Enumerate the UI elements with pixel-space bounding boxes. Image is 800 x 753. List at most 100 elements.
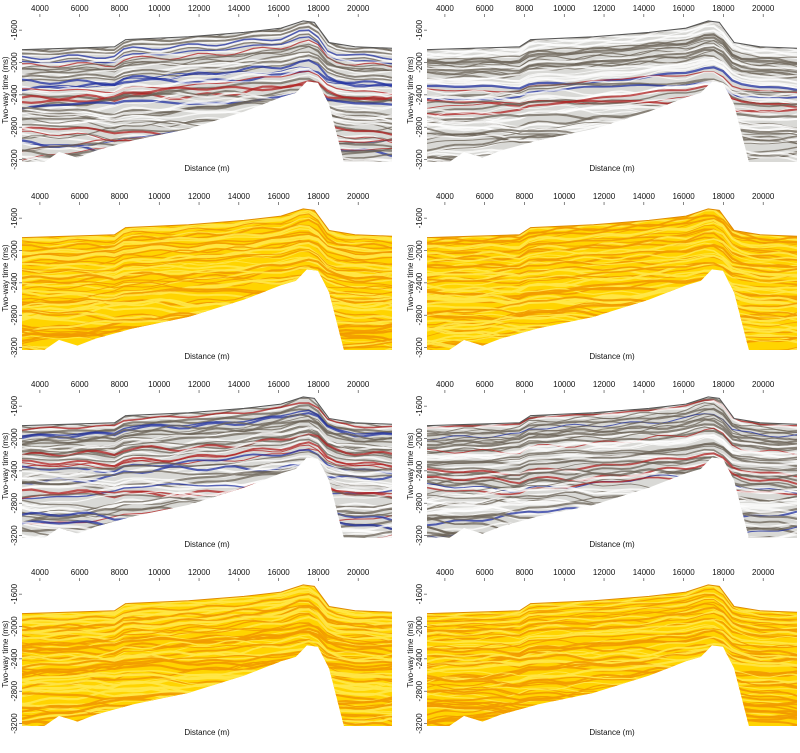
x-tick-label: 16000 xyxy=(267,192,290,201)
panel: 4000 6000 8000 10000 12000 14000 16000 18000 200… xyxy=(1,380,393,549)
x-tick-label: 20000 xyxy=(752,192,775,201)
x-tick-label: 4000 xyxy=(31,4,49,13)
x-tick-label: 18000 xyxy=(712,380,735,389)
section-top xyxy=(426,584,798,615)
y-tick-label: -2800 xyxy=(415,304,424,325)
y-tick-label: -2000 xyxy=(10,52,19,73)
y-tick-label: -2800 xyxy=(10,116,19,137)
section-top xyxy=(426,20,798,51)
x-tick-label: 18000 xyxy=(307,568,330,577)
x-tick-label: 16000 xyxy=(267,568,290,577)
y-tick-label: -2400 xyxy=(10,84,19,105)
x-tick-label: 14000 xyxy=(228,192,251,201)
x-axis-label: Distance (m) xyxy=(184,352,230,361)
y-tick-label: -2400 xyxy=(415,272,424,293)
y-tick-label: -2800 xyxy=(10,492,19,513)
x-tick-label: 14000 xyxy=(633,192,656,201)
y-axis-label: Two-way time (ms) xyxy=(1,244,10,311)
y-tick-label: -2000 xyxy=(10,240,19,261)
y-tick-label: -2000 xyxy=(10,616,19,637)
x-tick-label: 8000 xyxy=(111,380,129,389)
y-tick-label: -3200 xyxy=(415,337,424,358)
x-tick-label: 8000 xyxy=(516,4,534,13)
x-tick-label: 8000 xyxy=(111,4,129,13)
y-tick-label: -2400 xyxy=(415,84,424,105)
panel: 4000 6000 8000 10000 12000 14000 16000 18000 200… xyxy=(406,4,798,173)
x-axis-label: Distance (m) xyxy=(589,540,635,549)
x-tick-label: 8000 xyxy=(516,192,534,201)
x-axis-label: Distance (m) xyxy=(589,352,635,361)
x-tick-label: 20000 xyxy=(752,380,775,389)
y-tick-label: -1600 xyxy=(415,395,424,416)
y-tick-label: -1600 xyxy=(415,583,424,604)
x-tick-label: 10000 xyxy=(148,192,171,201)
x-tick-label: 20000 xyxy=(752,4,775,13)
x-tick-label: 10000 xyxy=(553,380,576,389)
x-tick-label: 8000 xyxy=(516,380,534,389)
panel: 4000 6000 8000 10000 12000 14000 16000 18000 200… xyxy=(1,192,393,361)
x-tick-label: 4000 xyxy=(436,4,454,13)
x-tick-label: 4000 xyxy=(31,568,49,577)
x-tick-label: 16000 xyxy=(267,380,290,389)
y-tick-label: -3200 xyxy=(10,525,19,546)
x-tick-label: 20000 xyxy=(347,568,370,577)
y-axis-label: Two-way time (ms) xyxy=(1,432,10,499)
x-tick-label: 4000 xyxy=(31,192,49,201)
section-top xyxy=(21,396,393,427)
y-tick-label: -2800 xyxy=(415,680,424,701)
section-top xyxy=(21,20,393,51)
x-tick-label: 6000 xyxy=(476,380,494,389)
y-tick-label: -1600 xyxy=(10,583,19,604)
panel: 4000 6000 8000 10000 12000 14000 16000 18000 200… xyxy=(1,4,393,173)
x-tick-label: 16000 xyxy=(672,192,695,201)
y-axis-label: Two-way time (ms) xyxy=(1,56,10,123)
x-tick-label: 4000 xyxy=(436,192,454,201)
x-tick-label: 12000 xyxy=(188,380,211,389)
section-top xyxy=(21,584,393,615)
y-tick-label: -2800 xyxy=(10,680,19,701)
x-axis-label: Distance (m) xyxy=(184,164,230,173)
x-tick-label: 14000 xyxy=(228,380,251,389)
y-tick-label: -2400 xyxy=(415,648,424,669)
x-axis-label: Distance (m) xyxy=(184,728,230,737)
x-tick-label: 20000 xyxy=(347,4,370,13)
x-tick-label: 12000 xyxy=(593,192,616,201)
x-tick-label: 16000 xyxy=(267,4,290,13)
y-tick-label: -2400 xyxy=(10,648,19,669)
x-tick-label: 18000 xyxy=(712,192,735,201)
y-tick-label: -3200 xyxy=(415,525,424,546)
y-axis-label: Two-way time (ms) xyxy=(406,56,415,123)
x-tick-label: 18000 xyxy=(307,192,330,201)
y-tick-label: -1600 xyxy=(10,395,19,416)
panel: 4000 6000 8000 10000 12000 14000 16000 18000 200… xyxy=(1,568,393,737)
x-tick-label: 16000 xyxy=(672,4,695,13)
y-tick-label: -2000 xyxy=(10,428,19,449)
x-tick-label: 12000 xyxy=(188,568,211,577)
x-tick-label: 6000 xyxy=(71,568,89,577)
x-tick-label: 16000 xyxy=(672,380,695,389)
panel: 4000 6000 8000 10000 12000 14000 16000 18000 200… xyxy=(406,568,798,737)
x-tick-label: 14000 xyxy=(633,568,656,577)
x-tick-label: 6000 xyxy=(71,192,89,201)
x-tick-label: 4000 xyxy=(436,380,454,389)
reflectors xyxy=(22,397,392,538)
x-tick-label: 18000 xyxy=(712,4,735,13)
y-tick-label: -2800 xyxy=(415,492,424,513)
y-tick-label: -2000 xyxy=(415,240,424,261)
x-tick-label: 14000 xyxy=(633,380,656,389)
y-tick-label: -3200 xyxy=(415,713,424,734)
x-tick-label: 10000 xyxy=(553,192,576,201)
x-tick-label: 20000 xyxy=(347,192,370,201)
x-tick-label: 16000 xyxy=(672,568,695,577)
x-tick-label: 6000 xyxy=(71,380,89,389)
x-tick-label: 12000 xyxy=(593,568,616,577)
y-axis-label: Two-way time (ms) xyxy=(406,244,415,311)
x-tick-label: 18000 xyxy=(712,568,735,577)
y-tick-label: -2000 xyxy=(415,428,424,449)
x-tick-label: 12000 xyxy=(593,4,616,13)
y-tick-label: -1600 xyxy=(10,19,19,40)
x-tick-label: 10000 xyxy=(553,568,576,577)
x-tick-label: 6000 xyxy=(71,4,89,13)
y-axis-label: Two-way time (ms) xyxy=(406,432,415,499)
